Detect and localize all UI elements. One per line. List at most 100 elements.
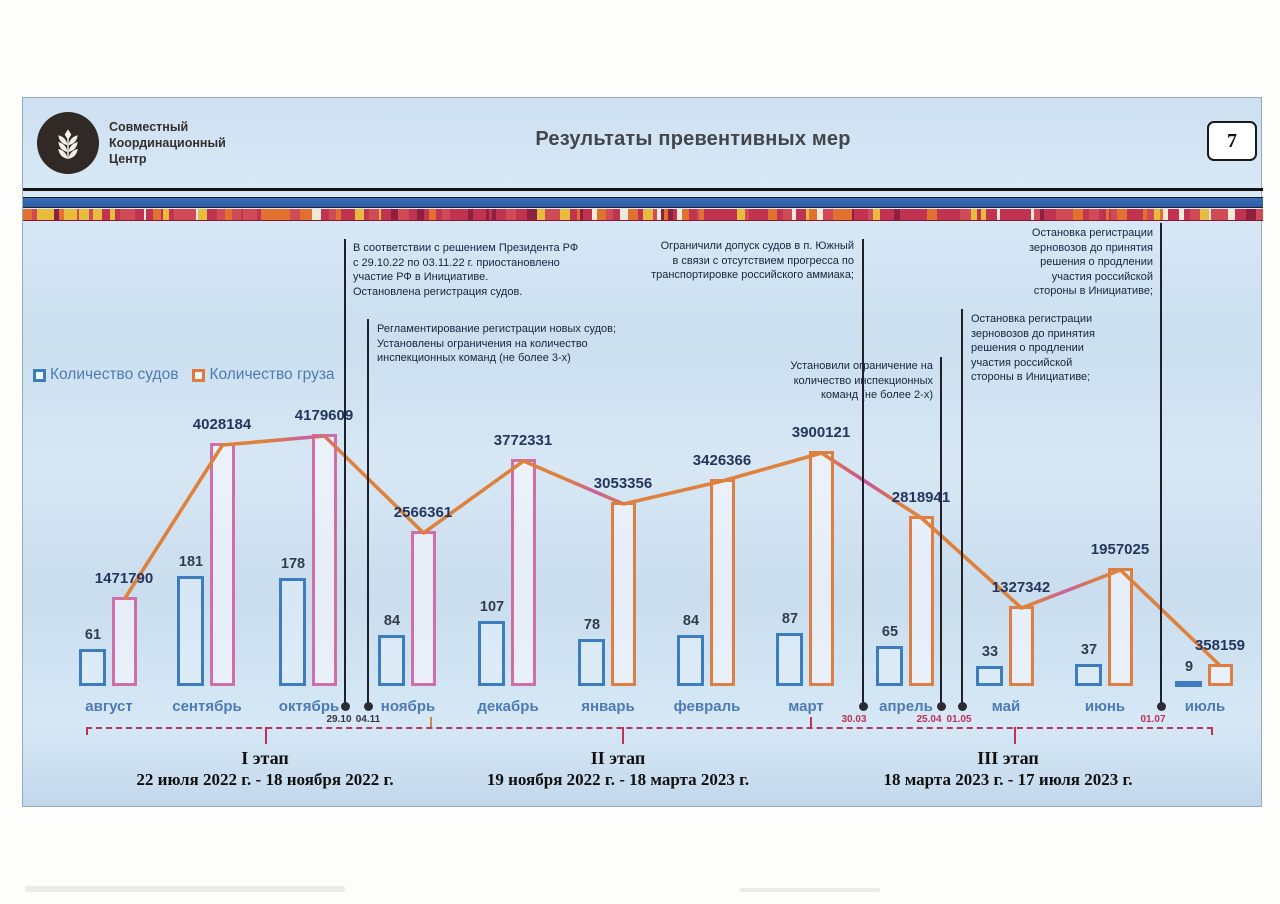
- stage-name: III этап: [977, 748, 1039, 768]
- ship-bar: [976, 666, 1003, 686]
- ship-count-label: 181: [178, 554, 204, 570]
- legend-label-cargo: Количество груза: [209, 366, 335, 383]
- scan-smudge: [25, 886, 345, 892]
- stage-label: II этап 19 ноября 2022 г. - 18 марта 202…: [418, 748, 818, 790]
- annotation-marker-dot: [363, 702, 373, 711]
- page-title: Результаты превентивных мер: [535, 128, 851, 150]
- month-label: июнь: [1084, 698, 1126, 715]
- ship-count-label: 87: [781, 611, 799, 627]
- cargo-bar: [909, 516, 934, 686]
- cargo-value-label: 4179609: [294, 407, 354, 424]
- stage-dates: 19 ноября 2022 г. - 18 марта 2023 г.: [486, 770, 750, 789]
- month-label: март: [788, 698, 824, 715]
- month-label: сентябрь: [172, 698, 242, 715]
- timeline: [86, 727, 1213, 729]
- annotation-line: [1160, 223, 1162, 707]
- stage-label: I этап 22 июля 2022 г. - 18 ноября 2022 …: [65, 748, 465, 790]
- annotation-marker-dot: [340, 702, 350, 711]
- month-label: апрель: [879, 698, 933, 715]
- annotation-date-label: 01.05: [946, 714, 972, 725]
- ship-bar: [177, 576, 204, 686]
- ship-bar: [776, 633, 803, 686]
- header-rule: [23, 188, 1263, 191]
- cargo-value-label: 4028184: [192, 416, 252, 433]
- ship-count-label: 178: [280, 556, 306, 572]
- annotation-date-label: 01.07: [1140, 714, 1166, 725]
- stage-label: III этап 18 марта 2023 г. - 17 июля 2023…: [808, 748, 1208, 790]
- legend-swatch-cargo: [192, 368, 206, 382]
- ship-bar: [279, 578, 306, 686]
- cargo-value-label: 1327342: [991, 579, 1051, 596]
- stage-tick: [1014, 727, 1016, 744]
- jcc-logo: [37, 112, 99, 174]
- stage-name: II этап: [590, 748, 646, 768]
- cargo-bar: [1108, 568, 1133, 686]
- annotation-line: [367, 319, 369, 707]
- annotation-marker-dot: [957, 702, 967, 711]
- cargo-bar: [511, 459, 536, 686]
- stage-boundary-tick: [430, 717, 432, 727]
- stage-name: I этап: [241, 748, 289, 768]
- month-label: декабрь: [477, 698, 539, 715]
- month-label: май: [991, 698, 1021, 715]
- legend-item-ships: Количество судов: [33, 366, 178, 384]
- ship-count-label: 33: [981, 644, 999, 660]
- legend-label-ships: Количество судов: [50, 366, 179, 383]
- annotation-text: Ограничили допуск судов в п. Южный в свя…: [651, 240, 854, 282]
- cargo-value-label: 3900121: [791, 424, 851, 441]
- header-logo: Совместный Координационный Центр: [37, 112, 226, 174]
- ship-bar: [378, 635, 405, 686]
- ship-bar: [1175, 681, 1202, 687]
- cargo-value-label: 1471790: [94, 570, 154, 587]
- annotation-date-label: 30.03: [841, 714, 867, 725]
- cargo-value-label: 2566361: [393, 504, 453, 521]
- wheat-icon: [58, 129, 78, 159]
- annotation-line: [940, 357, 942, 707]
- month-label: ноябрь: [380, 698, 436, 715]
- ship-count-label: 78: [583, 617, 601, 633]
- cargo-bar: [411, 531, 436, 686]
- cargo-bar: [809, 451, 834, 686]
- ship-bar: [578, 639, 605, 686]
- timeline-end-tick: [86, 727, 88, 735]
- annotation-text: Установили ограничение на количество инс…: [790, 360, 933, 402]
- ship-bar: [677, 635, 704, 686]
- cargo-value-label: 2818941: [891, 489, 951, 506]
- ship-bar: [876, 646, 903, 686]
- annotation-date-label: 04.11: [355, 714, 381, 725]
- cargo-value-label: 3772331: [493, 432, 553, 449]
- ship-count-label: 65: [881, 624, 899, 640]
- annotation-text: Остановка регистрации зерновозов до прин…: [971, 313, 1095, 384]
- month-label: октябрь: [278, 698, 340, 715]
- slide: Совместный Координационный Центр Результ…: [22, 97, 1263, 807]
- month-label: январь: [581, 698, 635, 715]
- ship-count-label: 9: [1184, 659, 1194, 675]
- ship-count-label: 84: [383, 613, 401, 629]
- ship-count-label: 107: [479, 599, 505, 615]
- annotation-text: В соответствии с решением Президента РФ …: [353, 242, 579, 298]
- cargo-bar: [611, 502, 636, 686]
- ship-count-label: 61: [84, 627, 102, 643]
- month-label: февраль: [673, 698, 741, 715]
- header-barcode-strip: [23, 209, 1263, 221]
- cargo-value-label: 358159: [1194, 637, 1246, 654]
- stage-dates: 18 марта 2023 г. - 17 июля 2023 г.: [883, 770, 1133, 789]
- annotation-marker-dot: [936, 702, 946, 711]
- cargo-value-label: 3426366: [692, 452, 752, 469]
- stage-tick: [265, 727, 267, 744]
- annotation-line: [344, 239, 346, 707]
- cargo-bar: [710, 479, 735, 686]
- cargo-value-label: 3053356: [593, 475, 653, 492]
- page-number: 7: [1207, 121, 1257, 161]
- cargo-value-label: 1957025: [1090, 541, 1150, 558]
- ship-count-label: 84: [682, 613, 700, 629]
- stage-boundary-tick: [810, 717, 812, 727]
- annotation-date-label: 29.10: [326, 714, 352, 725]
- chart-legend: Количество судов Количество груза: [33, 366, 335, 384]
- annotation-date-label: 25.04: [916, 714, 942, 725]
- ship-bar: [478, 621, 505, 686]
- legend-swatch-ships: [33, 368, 46, 382]
- legend-item-cargo: Количество груза: [192, 366, 335, 384]
- annotation-text: Остановка регистрации зерновозов до прин…: [1029, 227, 1153, 298]
